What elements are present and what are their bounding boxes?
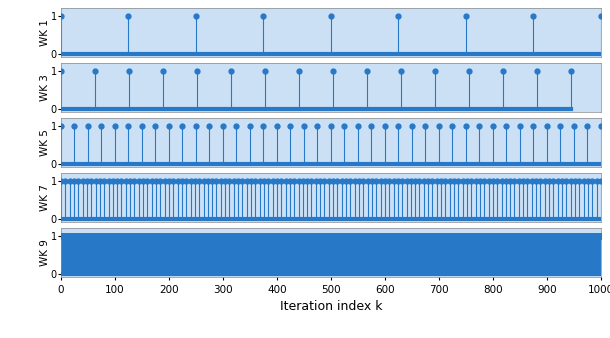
X-axis label: Iteration index k: Iteration index k (279, 300, 382, 313)
Y-axis label: WK 9: WK 9 (40, 239, 50, 266)
Y-axis label: WK 3: WK 3 (40, 74, 50, 101)
Y-axis label: WK 7: WK 7 (40, 184, 50, 211)
Y-axis label: WK 1: WK 1 (40, 20, 50, 46)
Y-axis label: WK 5: WK 5 (40, 129, 50, 156)
